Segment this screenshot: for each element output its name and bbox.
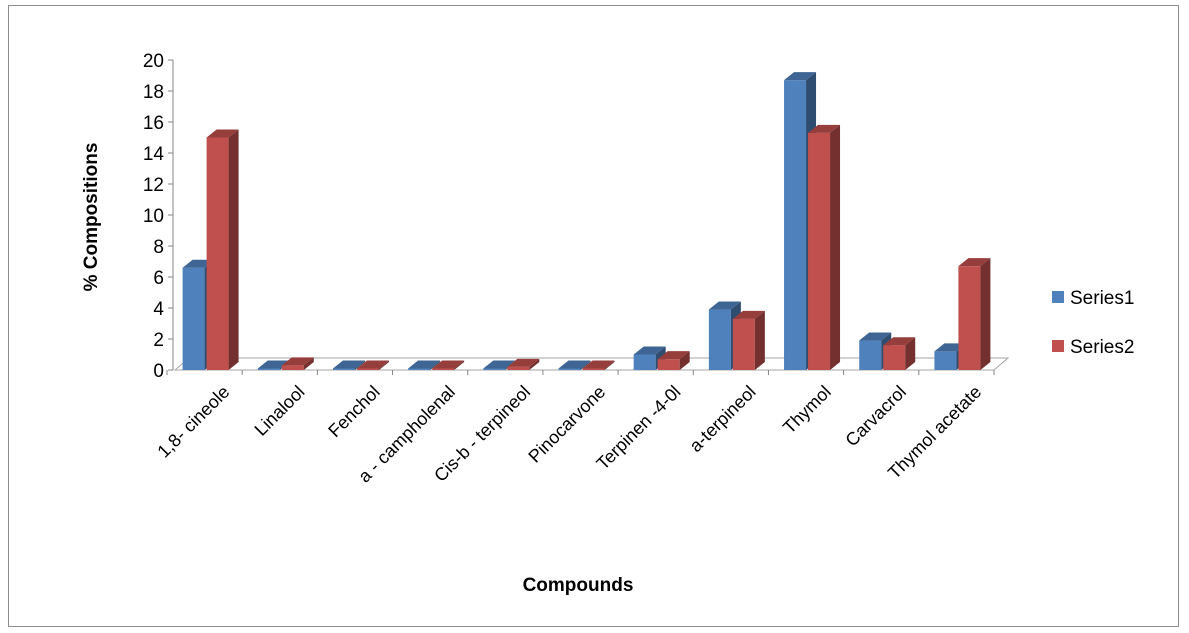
legend-swatch-series1 <box>1052 291 1064 303</box>
legend-swatch-series2 <box>1052 340 1064 352</box>
bar-series2-0 <box>206 129 239 370</box>
x-category-label: Thymol <box>779 382 835 438</box>
bar-series1-5 <box>558 360 591 370</box>
bar-series2-6 <box>657 351 690 370</box>
y-tick-label: 10 <box>143 206 164 227</box>
legend-label-series1: Series1 <box>1070 288 1134 309</box>
legend: Series1 Series2 <box>1052 288 1134 358</box>
bar-series2-8 <box>808 124 841 370</box>
y-tick-label: 0 <box>153 361 164 382</box>
y-tick-label: 20 <box>143 51 164 72</box>
bars <box>182 72 991 371</box>
bar-series2-9 <box>883 337 916 370</box>
x-category-label: Fenchol <box>324 382 383 441</box>
legend-label-series2: Series2 <box>1070 337 1134 358</box>
bar-series2-1 <box>281 357 314 370</box>
y-tick-label: 12 <box>143 175 164 196</box>
bar-series1-2 <box>332 360 365 370</box>
y-tick-label: 14 <box>143 144 165 165</box>
bar-series1-3 <box>408 360 441 370</box>
bar-series2-5 <box>582 360 615 370</box>
y-tick-label: 18 <box>143 82 164 103</box>
bar-series2-3 <box>432 360 465 370</box>
y-tick-label: 16 <box>143 113 164 134</box>
y-tick-label: 8 <box>153 237 164 258</box>
bar-series2-7 <box>732 310 765 370</box>
y-axis: 0 2 4 6 8 10 12 14 16 18 20 <box>143 51 995 382</box>
x-category-label: 1,8- cineole <box>153 382 233 462</box>
bar-series2-2 <box>356 360 389 370</box>
x-axis-title: Compounds <box>523 575 634 596</box>
y-tick-label: 6 <box>153 268 164 289</box>
x-category-label: Pinocarvone <box>524 382 609 467</box>
x-category-label: Linalool <box>251 382 309 440</box>
bar-series2-10 <box>958 258 991 370</box>
x-category-label: a-terpineol <box>685 382 759 456</box>
bar-series2-4 <box>507 358 540 370</box>
x-category-label: Carvacrol <box>841 382 910 451</box>
y-tick-label: 2 <box>153 330 164 351</box>
y-axis-title: % Compositions <box>81 143 102 292</box>
y-tick-label: 4 <box>153 299 164 320</box>
